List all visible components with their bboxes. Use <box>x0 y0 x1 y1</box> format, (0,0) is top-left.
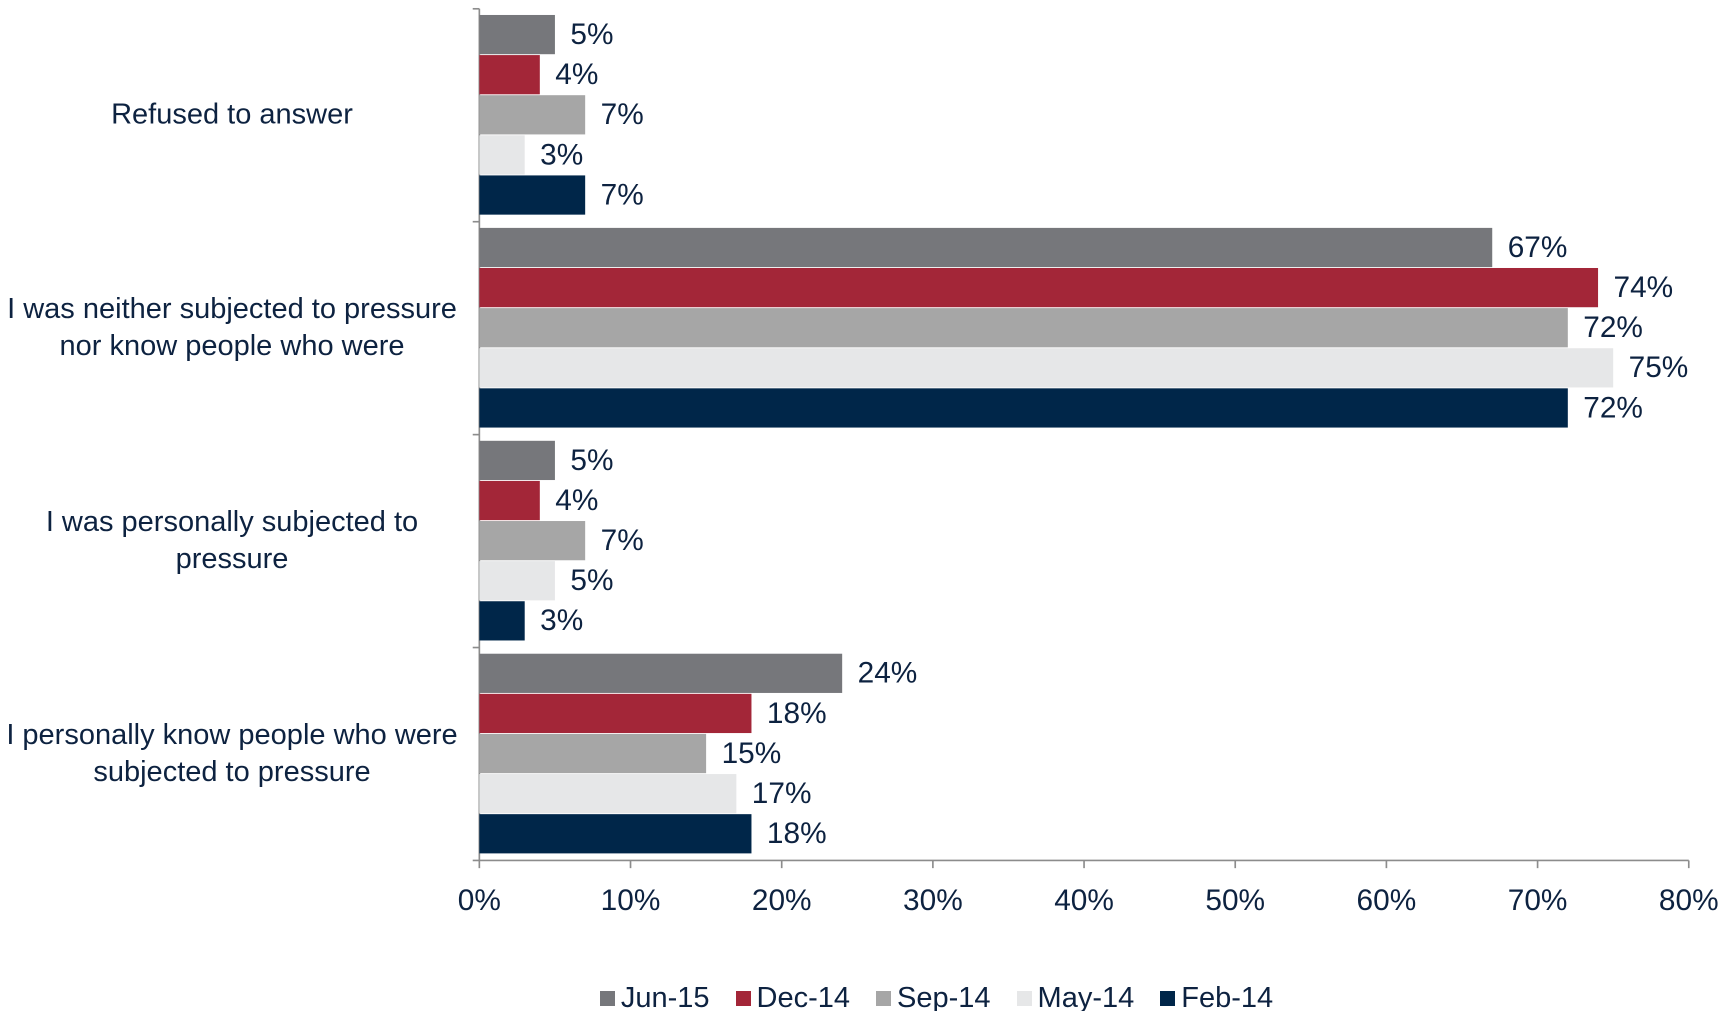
x-tick-label: 70% <box>1508 884 1568 917</box>
legend-item: Feb-14 <box>1160 982 1273 1011</box>
bar <box>479 14 555 55</box>
bar <box>479 653 843 693</box>
legend-item: Jun-15 <box>599 982 710 1011</box>
legend-label: Jun-15 <box>620 982 710 1011</box>
bar <box>479 348 1614 388</box>
value-label: 3% <box>540 138 583 171</box>
value-label: 5% <box>570 564 613 597</box>
category-label: I was personally subjected to pressure <box>45 506 419 576</box>
bar <box>479 480 540 521</box>
value-label: 18% <box>767 817 827 850</box>
legend: Jun-15 Dec-14 Sep-14 May-14 Feb-14 <box>0 982 1723 1011</box>
value-label: 15% <box>722 737 782 770</box>
value-label: 7% <box>601 98 644 131</box>
x-tick-label: 10% <box>601 884 661 917</box>
value-label: 3% <box>540 604 583 637</box>
legend-label: Dec-14 <box>756 982 851 1011</box>
legend-swatch <box>599 991 615 1006</box>
value-label: 4% <box>555 484 598 517</box>
legend-swatch <box>735 991 751 1006</box>
legend-swatch <box>1160 991 1176 1006</box>
bar <box>479 95 586 135</box>
bar <box>479 693 752 734</box>
legend-swatch <box>1016 991 1032 1006</box>
legend-item: Dec-14 <box>735 982 851 1011</box>
bar <box>479 521 586 561</box>
bar <box>479 733 707 774</box>
bar <box>479 601 525 641</box>
legend-item: Sep-14 <box>876 982 991 1011</box>
bar <box>479 440 555 481</box>
value-label: 7% <box>601 524 644 557</box>
bar <box>479 267 1599 308</box>
bar <box>479 227 1493 268</box>
value-label: 67% <box>1508 231 1568 264</box>
value-label: 72% <box>1583 391 1643 424</box>
x-tick-label: 80% <box>1659 884 1719 917</box>
x-tick-label: 60% <box>1357 884 1417 917</box>
value-label: 4% <box>555 58 598 91</box>
value-label: 5% <box>570 444 613 477</box>
legend-item: May-14 <box>1016 982 1135 1011</box>
value-label: 72% <box>1583 311 1643 344</box>
value-label: 17% <box>752 777 812 810</box>
category-label: Refused to answer <box>111 98 353 131</box>
bar <box>479 561 555 601</box>
value-label: 18% <box>767 697 827 730</box>
bar <box>479 175 586 215</box>
bar <box>479 774 737 814</box>
x-tick-label: 40% <box>1054 884 1114 917</box>
value-label: 7% <box>601 178 644 211</box>
bar <box>479 814 752 854</box>
value-label: 5% <box>570 18 613 51</box>
x-tick-label: 20% <box>752 884 812 917</box>
value-label: 74% <box>1614 271 1674 304</box>
category-label: I was neither subjected to pressure nor … <box>7 293 457 363</box>
x-tick-label: 0% <box>458 884 501 917</box>
bar <box>479 388 1568 428</box>
legend-label: May-14 <box>1037 982 1135 1011</box>
x-tick-label: 50% <box>1205 884 1265 917</box>
x-tick-label: 30% <box>903 884 963 917</box>
value-label: 24% <box>858 657 918 690</box>
category-label: I personally know people who were subjec… <box>6 718 458 788</box>
legend-label: Sep-14 <box>897 982 991 1011</box>
bar <box>479 55 540 95</box>
bar <box>479 308 1568 348</box>
value-label: 75% <box>1629 351 1689 384</box>
legend-label: Feb-14 <box>1181 982 1274 1011</box>
legend-swatch <box>876 991 892 1006</box>
bar <box>479 135 525 175</box>
